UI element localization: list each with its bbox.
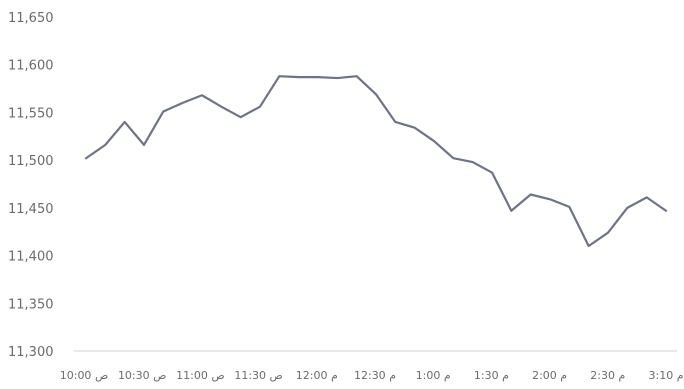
y-tick-label: 11,300 — [8, 345, 54, 360]
x-tick-label: 2:30 م — [590, 369, 625, 382]
x-tick-label: 12:30 م — [354, 369, 396, 382]
x-tick-label: 11:30 ص — [234, 369, 283, 382]
y-axis-ticks: 11,300 11,350 11,400 11,450 11,500 11,550 11,6… — [8, 11, 54, 360]
x-tick-label: 10:30 ص — [118, 369, 167, 382]
y-tick-label: 11,500 — [8, 154, 54, 169]
x-tick-label: 12:00 م — [296, 369, 338, 382]
series-line — [84, 75, 668, 248]
y-tick-label: 11,400 — [8, 250, 54, 265]
x-tick-label: 11:00 ص — [176, 369, 225, 382]
y-tick-label: 11,350 — [8, 297, 54, 312]
y-tick-label: 11,650 — [8, 11, 54, 26]
x-tick-label: 10:00 ص — [60, 369, 109, 382]
x-tick-label: 1:00 م — [416, 369, 451, 382]
x-tick-label: 3:10 م — [648, 369, 683, 382]
y-tick-label: 11,450 — [8, 202, 54, 217]
y-tick-label: 11,550 — [8, 106, 54, 121]
x-tick-label: 1:30 م — [474, 369, 509, 382]
x-tick-label: 2:00 م — [532, 369, 567, 382]
x-axis-ticks: 10:00 ص 10:30 ص 11:00 ص 11:30 ص 12:00 م 12:30… — [60, 369, 684, 382]
y-tick-label: 11,600 — [8, 59, 54, 74]
